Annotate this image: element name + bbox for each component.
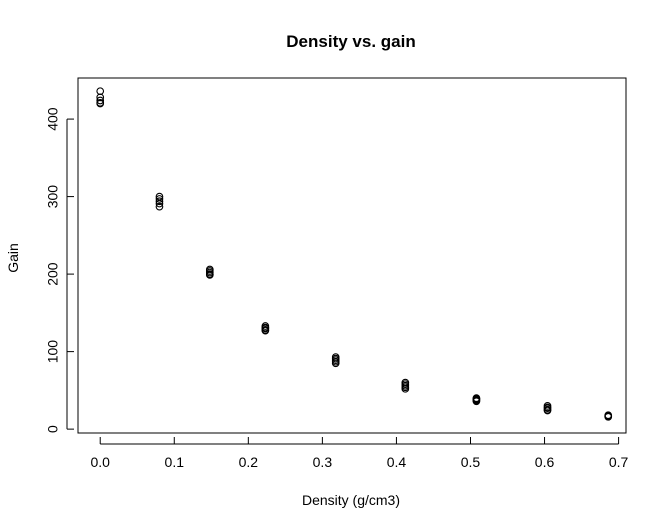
y-tick-label: 400 xyxy=(45,107,61,131)
x-tick-label: 0.7 xyxy=(609,454,629,470)
x-axis-label: Density (g/cm3) xyxy=(302,492,400,508)
x-tick-label: 0.1 xyxy=(165,454,185,470)
data-points xyxy=(96,87,613,421)
data-point xyxy=(604,412,613,421)
data-point xyxy=(96,99,105,108)
y-tick-label: 300 xyxy=(45,185,61,209)
y-axis: 0 100 200 300 400 xyxy=(45,107,74,433)
x-tick-label: 0.4 xyxy=(387,454,407,470)
data-point xyxy=(205,271,214,279)
data-point xyxy=(331,359,340,368)
x-tick-label: 0.2 xyxy=(239,454,259,470)
data-point xyxy=(401,384,410,393)
data-point xyxy=(96,96,105,105)
x-tick-label: 0.3 xyxy=(313,454,333,470)
x-tick-label: 0.0 xyxy=(90,454,110,470)
chart-title: Density vs. gain xyxy=(286,32,415,51)
data-point xyxy=(155,199,164,208)
data-point xyxy=(543,406,552,415)
data-point xyxy=(96,87,105,96)
data-point xyxy=(155,197,164,206)
data-point xyxy=(155,202,164,211)
x-tick-label: 0.5 xyxy=(461,454,481,470)
y-tick-label: 0 xyxy=(45,425,61,433)
y-tick-label: 200 xyxy=(45,262,61,286)
y-axis-label: Gain xyxy=(5,243,21,273)
y-tick-label: 100 xyxy=(45,340,61,364)
data-point xyxy=(472,397,481,406)
x-tick-label: 0.6 xyxy=(535,454,555,470)
plot-frame xyxy=(77,77,627,434)
x-axis: 0.0 0.1 0.2 0.3 0.4 0.5 0.6 0.7 xyxy=(90,437,629,470)
data-point xyxy=(155,195,164,203)
data-point xyxy=(261,326,270,335)
